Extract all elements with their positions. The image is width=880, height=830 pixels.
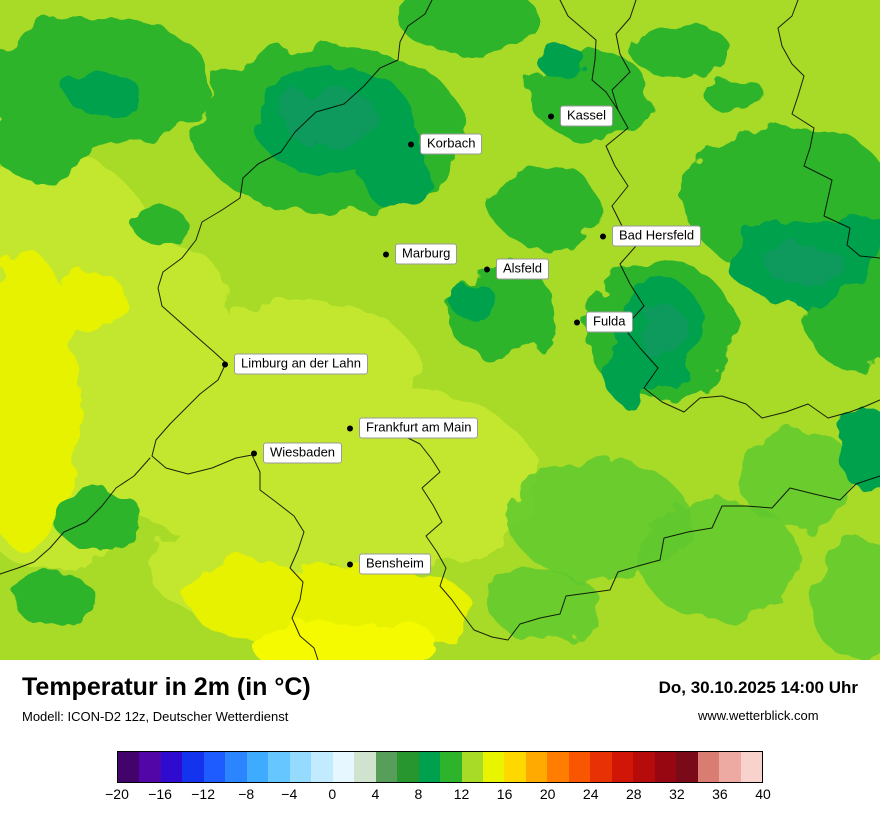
city-dot bbox=[484, 266, 490, 272]
legend-segment bbox=[440, 752, 462, 782]
date-block: Do, 30.10.2025 14:00 Uhr www.wetterblick… bbox=[659, 673, 858, 723]
legend-tick-label: 36 bbox=[712, 786, 728, 802]
legend-tick-label: 0 bbox=[328, 786, 337, 802]
legend-segment bbox=[719, 752, 741, 782]
city-label: Kassel bbox=[560, 105, 614, 127]
city-label: Korbach bbox=[420, 133, 483, 155]
city-marker-korbach: Korbach bbox=[408, 133, 483, 155]
datetime-text: Do, 30.10.2025 14:00 Uhr bbox=[658, 678, 858, 697]
legend-tick-label: −16 bbox=[148, 786, 172, 802]
city-dot bbox=[574, 319, 580, 325]
legend-segment bbox=[525, 752, 548, 782]
zone-teal-green bbox=[282, 88, 845, 362]
legend-segment bbox=[354, 752, 376, 782]
city-label: Alsfeld bbox=[496, 258, 550, 280]
legend-tick-label: −8 bbox=[238, 786, 255, 802]
city-marker-kassel: Kassel bbox=[548, 105, 614, 127]
city-marker-bensheim: Bensheim bbox=[347, 553, 431, 575]
legend-tick-label: 24 bbox=[582, 786, 599, 802]
city-label: Limburg an der Lahn bbox=[234, 353, 368, 375]
legend-segment bbox=[182, 752, 204, 782]
city-label: Marburg bbox=[395, 243, 458, 265]
city-label: Bensheim bbox=[359, 553, 431, 575]
legend-segment bbox=[697, 752, 720, 782]
city-dot bbox=[383, 251, 389, 257]
legend-segment bbox=[504, 752, 526, 782]
legend-tick-label: −20 bbox=[105, 786, 129, 802]
city-marker-marburg: Marburg bbox=[383, 243, 458, 265]
legend-segment bbox=[203, 752, 226, 782]
model-info: Modell: ICON-D2 12z, Deutscher Wetterdie… bbox=[22, 709, 289, 724]
legend-tick-label: 8 bbox=[414, 786, 423, 802]
legend-segment bbox=[611, 752, 634, 782]
legend-segment bbox=[547, 752, 569, 782]
border-north bbox=[559, 0, 619, 111]
legend-colorbar bbox=[117, 751, 763, 783]
title-block: Temperatur in 2m (in °C) Modell: ICON-D2… bbox=[22, 673, 311, 724]
legend-segment bbox=[289, 752, 312, 782]
temperature-map: Kassel Korbach Bad Hersfeld Marburg Alsfeld F… bbox=[0, 0, 880, 660]
legend-segment bbox=[397, 752, 419, 782]
legend-segment bbox=[418, 752, 441, 782]
legend-tick-label: 4 bbox=[371, 786, 380, 802]
city-dot bbox=[548, 113, 554, 119]
city-label: Frankfurt am Main bbox=[359, 417, 479, 439]
legend-segment bbox=[654, 752, 677, 782]
border-southwest bbox=[0, 457, 151, 575]
website-text: www.wetterblick.com bbox=[697, 708, 819, 723]
legend-tick-label: 20 bbox=[539, 786, 556, 802]
legend-segment bbox=[160, 752, 183, 782]
city-marker-limburg-an-der-lahn: Limburg an der Lahn bbox=[222, 353, 368, 375]
border-northeast bbox=[777, 0, 880, 259]
legend-tick-label: 28 bbox=[626, 786, 642, 802]
legend-tick-label: 16 bbox=[496, 786, 513, 802]
legend-tick-label: −12 bbox=[191, 786, 215, 802]
legend-segment bbox=[118, 752, 140, 782]
city-marker-frankfurt-am-main: Frankfurt am Main bbox=[347, 417, 479, 439]
legend-segment bbox=[332, 752, 355, 782]
info-panel: Temperatur in 2m (in °C) Modell: ICON-D2… bbox=[0, 660, 880, 830]
temperature-legend: −20 −16 −12 −8 −4 0 4 8 12 16 20 24 28 32 36 40 bbox=[22, 751, 858, 804]
legend-segment bbox=[676, 752, 698, 782]
city-label: Fulda bbox=[586, 311, 633, 333]
city-marker-bad-hersfeld: Bad Hersfeld bbox=[600, 225, 702, 247]
legend-tick-label: 40 bbox=[755, 786, 771, 802]
legend-tick-label: 12 bbox=[453, 786, 470, 802]
city-dot bbox=[251, 450, 257, 456]
legend-tick-label: −4 bbox=[281, 786, 298, 802]
city-dot bbox=[347, 561, 353, 567]
legend-segment bbox=[461, 752, 483, 782]
legend-segment bbox=[311, 752, 333, 782]
legend-segment bbox=[139, 752, 161, 782]
city-dot bbox=[347, 425, 353, 431]
city-label: Bad Hersfeld bbox=[612, 225, 702, 247]
legend-segment bbox=[268, 752, 290, 782]
city-marker-alsfeld: Alsfeld bbox=[484, 258, 550, 280]
border-east bbox=[605, 0, 880, 419]
legend-segment bbox=[246, 752, 269, 782]
info-row: Temperatur in 2m (in °C) Modell: ICON-D2… bbox=[22, 673, 858, 724]
legend-segment bbox=[590, 752, 612, 782]
legend-segment bbox=[375, 752, 398, 782]
legend-segment bbox=[740, 752, 763, 782]
legend-segment bbox=[225, 752, 247, 782]
legend-tick-label: 32 bbox=[669, 786, 685, 802]
city-dot bbox=[408, 141, 414, 147]
border-south bbox=[397, 429, 880, 641]
city-marker-fulda: Fulda bbox=[574, 311, 633, 333]
legend-segment bbox=[633, 752, 655, 782]
city-dot bbox=[222, 361, 228, 367]
map-canvas bbox=[0, 0, 880, 660]
page-title: Temperatur in 2m (in °C) bbox=[22, 673, 311, 701]
city-label: Wiesbaden bbox=[263, 442, 343, 464]
legend-segment bbox=[482, 752, 505, 782]
zone-light-green bbox=[490, 430, 880, 660]
legend-tick-labels: −20 −16 −12 −8 −4 0 4 8 12 16 20 24 28 32 36 40 bbox=[105, 786, 771, 804]
city-dot bbox=[600, 233, 606, 239]
city-marker-wiesbaden: Wiesbaden bbox=[251, 442, 343, 464]
legend-segment bbox=[568, 752, 591, 782]
